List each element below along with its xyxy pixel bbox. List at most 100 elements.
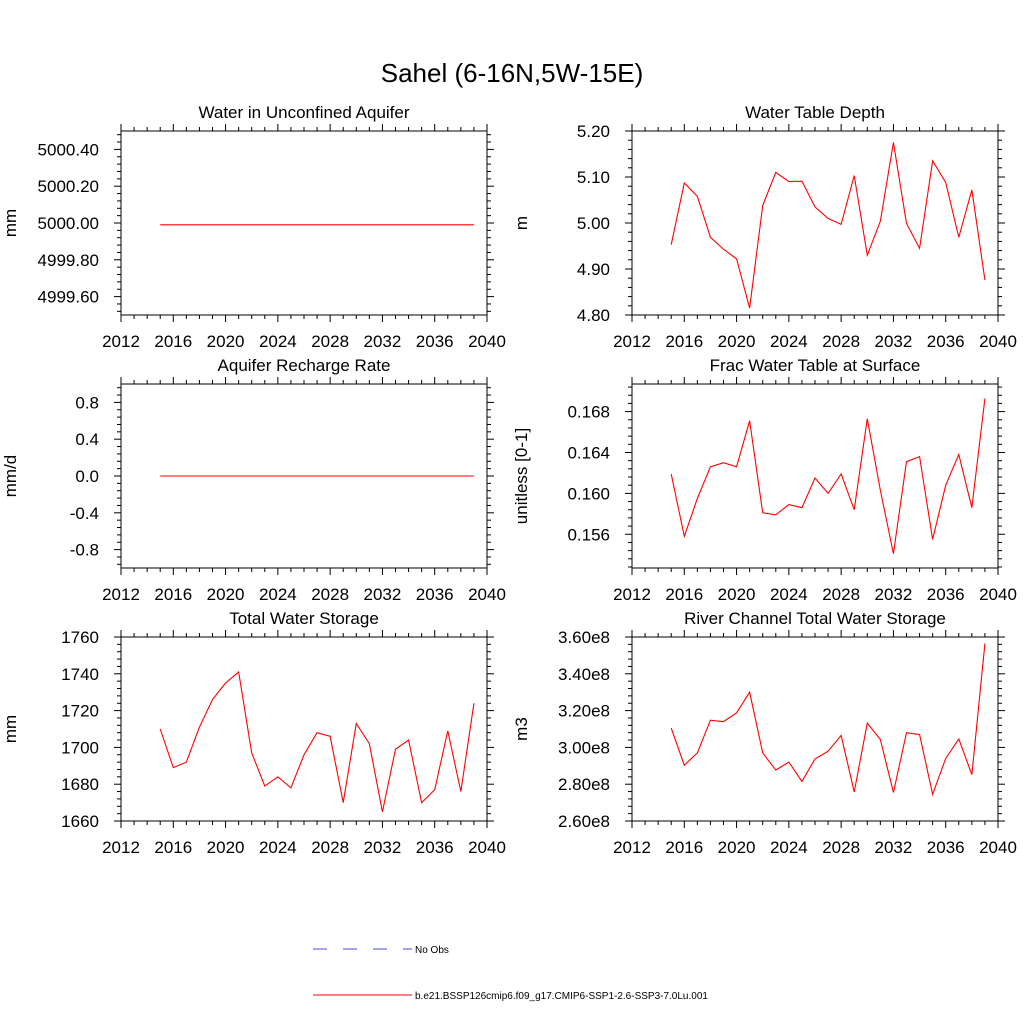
x-tick-label: 2016 <box>154 838 192 857</box>
y-axis-label: m <box>512 216 531 230</box>
x-tick-label: 2028 <box>311 332 349 351</box>
panels-group: Water in Unconfined Aquifer mm 2012 2016 202… <box>1 103 1017 857</box>
y-axis-label: unitless [0-1] <box>512 428 531 524</box>
plot-frame <box>120 130 488 316</box>
y-tick-label: 4999.60 <box>38 288 99 307</box>
x-tick-label: 2016 <box>154 332 192 351</box>
y-tick-label: 0.0 <box>75 467 99 486</box>
panel-title: Frac Water Table at Surface <box>710 356 921 375</box>
y-tick-label: 1700 <box>61 738 99 757</box>
x-tick-label: 2028 <box>311 585 349 604</box>
x-tick-label: 2024 <box>259 585 297 604</box>
y-tick-label: 3.40e8 <box>558 665 610 684</box>
y-tick-label: 2.80e8 <box>558 775 610 794</box>
y-tick-label: 0.168 <box>567 403 610 422</box>
panel-title: Water in Unconfined Aquifer <box>198 103 409 122</box>
series-line <box>670 142 986 309</box>
panel-wtd: Water Table Depth m 2012 2016 2020 2024 2028 20… <box>512 103 1017 351</box>
x-tick-label: 2040 <box>979 585 1017 604</box>
y-axis-label: mm/d <box>1 455 20 498</box>
series-line <box>670 398 986 554</box>
y-tick-label: 4999.80 <box>38 251 99 270</box>
x-tick-label: 2024 <box>770 332 808 351</box>
x-tick-label: 2040 <box>468 838 506 857</box>
x-tick-label: 2028 <box>822 332 860 351</box>
x-tick-label: 2040 <box>468 332 506 351</box>
panel-aquifer: Water in Unconfined Aquifer mm 2012 2016 202… <box>1 103 506 351</box>
x-tick-label: 2028 <box>311 838 349 857</box>
y-tick-label: 1760 <box>61 628 99 647</box>
x-tick-label: 2032 <box>875 838 913 857</box>
x-tick-label: 2040 <box>979 838 1017 857</box>
y-tick-label: 5.00 <box>577 214 610 233</box>
x-tick-label: 2024 <box>259 838 297 857</box>
y-tick-label: 4.80 <box>577 306 610 325</box>
legend-obs-label: No Obs <box>415 945 449 956</box>
legend: No Obs b.e21.BSSP126cmip6.f09_g17.CMIP6-… <box>313 945 708 1002</box>
x-tick-label: 2036 <box>416 585 454 604</box>
y-tick-label: 4.90 <box>577 260 610 279</box>
x-tick-label: 2016 <box>665 332 703 351</box>
panel-title: Water Table Depth <box>745 103 885 122</box>
legend-model-label: b.e21.BSSP126cmip6.f09_g17.CMIP6-SSP1-2.… <box>415 991 708 1002</box>
x-tick-label: 2012 <box>102 585 140 604</box>
series-line <box>670 643 986 797</box>
y-tick-label: 3.20e8 <box>558 702 610 721</box>
x-tick-label: 2040 <box>979 332 1017 351</box>
x-tick-label: 2032 <box>364 585 402 604</box>
x-tick-label: 2032 <box>875 332 913 351</box>
x-tick-label: 2024 <box>259 332 297 351</box>
series-line <box>159 670 475 812</box>
x-tick-label: 2032 <box>875 585 913 604</box>
y-tick-label: 5.20 <box>577 122 610 141</box>
x-tick-label: 2040 <box>468 585 506 604</box>
y-axis-label: mm <box>1 715 20 743</box>
y-tick-label: 5000.20 <box>38 177 99 196</box>
x-tick-label: 2036 <box>927 838 965 857</box>
y-tick-label: 1680 <box>61 775 99 794</box>
x-tick-label: 2016 <box>665 585 703 604</box>
panel-tws: Total Water Storage mm 2012 2016 2020 2024 202… <box>1 609 506 857</box>
x-tick-label: 2016 <box>154 585 192 604</box>
x-tick-label: 2024 <box>770 585 808 604</box>
y-axis-label: mm <box>1 209 20 237</box>
y-tick-label: 0.8 <box>75 393 99 412</box>
x-tick-label: 2020 <box>207 332 245 351</box>
x-tick-label: 2036 <box>416 838 454 857</box>
x-tick-label: 2028 <box>822 838 860 857</box>
panel-fracsat: Frac Water Table at Surface unitless [0-1… <box>512 356 1017 604</box>
y-tick-label: 1740 <box>61 665 99 684</box>
x-tick-label: 2012 <box>102 332 140 351</box>
panel-recharge: Aquifer Recharge Rate mm/d 2012 2016 2020 202… <box>1 356 506 604</box>
x-tick-label: 2012 <box>102 838 140 857</box>
y-tick-label: 1720 <box>61 702 99 721</box>
y-tick-label: 0.164 <box>567 443 610 462</box>
plot-frame <box>631 636 999 822</box>
y-tick-label: 2.60e8 <box>558 812 610 831</box>
x-tick-label: 2032 <box>364 332 402 351</box>
y-tick-label: -0.8 <box>70 541 99 560</box>
y-tick-label: 0.156 <box>567 525 610 544</box>
x-tick-label: 2012 <box>613 332 651 351</box>
y-tick-label: 3.60e8 <box>558 628 610 647</box>
x-tick-label: 2036 <box>416 332 454 351</box>
x-tick-label: 2020 <box>718 332 756 351</box>
y-tick-label: 1660 <box>61 812 99 831</box>
y-tick-label: -0.4 <box>70 504 99 523</box>
y-axis-label: m3 <box>512 717 531 741</box>
x-tick-label: 2012 <box>613 585 651 604</box>
x-tick-label: 2028 <box>822 585 860 604</box>
x-tick-label: 2032 <box>364 838 402 857</box>
x-tick-label: 2020 <box>207 585 245 604</box>
y-tick-label: 3.00e8 <box>558 738 610 757</box>
plot-frame <box>120 636 488 822</box>
x-tick-label: 2012 <box>613 838 651 857</box>
x-tick-label: 2016 <box>665 838 703 857</box>
panel-title: Total Water Storage <box>229 609 379 628</box>
plot-frame <box>631 130 999 316</box>
x-tick-label: 2036 <box>927 332 965 351</box>
x-tick-label: 2020 <box>718 838 756 857</box>
x-tick-label: 2036 <box>927 585 965 604</box>
